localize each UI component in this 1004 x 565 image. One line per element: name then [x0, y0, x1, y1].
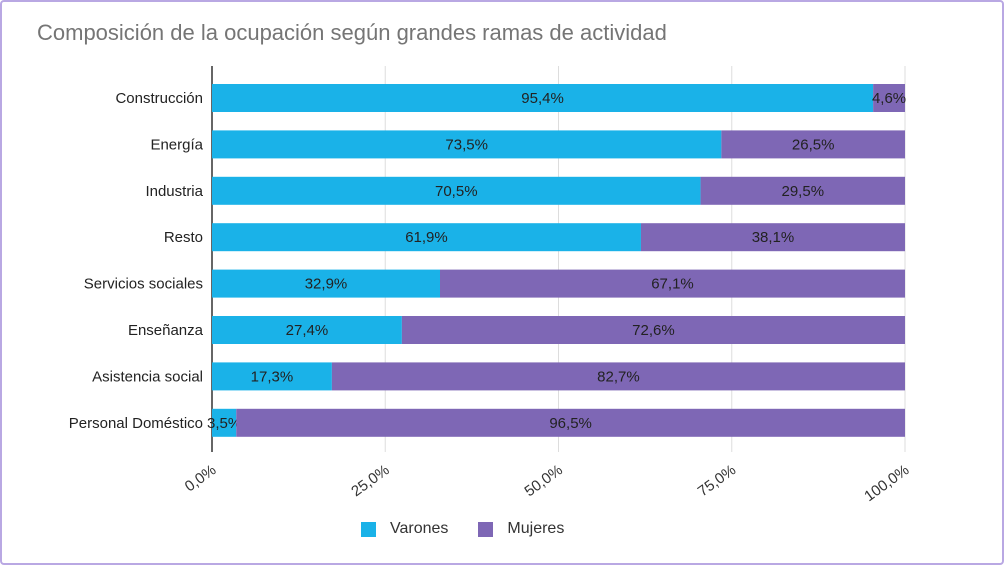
bar-varones	[212, 130, 722, 159]
bar-varones	[212, 316, 402, 344]
category-label: Construcción	[115, 90, 203, 107]
data-label: 17,3%	[251, 368, 294, 385]
data-label: 96,5%	[549, 415, 592, 432]
bar-mujeres	[721, 130, 905, 159]
data-label: 32,9%	[305, 276, 348, 293]
data-label: 95,4%	[521, 90, 564, 107]
bar-mujeres	[873, 84, 905, 112]
category-label: Industria	[145, 183, 203, 200]
data-label: 38,1%	[752, 229, 795, 246]
bar-mujeres	[700, 176, 905, 205]
x-tick-label: 25,0%	[348, 461, 392, 500]
legend-label-varones: Varones	[390, 520, 449, 537]
legend-item-mujeres[interactable]: Mujeres	[478, 520, 564, 538]
x-tick-label: 100,0%	[861, 461, 912, 505]
category-label: Energía	[150, 136, 203, 153]
bar-mujeres	[439, 269, 905, 298]
x-tick-label: 75,0%	[695, 461, 739, 500]
bar-varones	[212, 223, 641, 252]
bar-mujeres	[331, 362, 905, 391]
bar-mujeres	[236, 408, 905, 437]
category-label: Resto	[164, 229, 203, 246]
legend-label-mujeres: Mujeres	[507, 520, 565, 537]
x-tick-label: 50,0%	[521, 461, 565, 500]
data-label: 73,5%	[445, 136, 488, 153]
bar-mujeres	[401, 316, 905, 344]
bar-varones	[212, 362, 332, 391]
legend-item-varones[interactable]: Varones	[361, 520, 448, 538]
bar-varones	[212, 408, 237, 437]
bar-varones	[212, 84, 874, 112]
data-label: 26,5%	[792, 136, 835, 153]
data-label: 4,6%	[872, 90, 906, 107]
data-label: 61,9%	[405, 229, 448, 246]
data-label: 70,5%	[435, 183, 478, 200]
legend-swatch-mujeres	[478, 521, 494, 537]
data-label: 3,5%	[207, 415, 241, 432]
data-label: 72,6%	[632, 322, 675, 339]
data-label: 27,4%	[286, 322, 329, 339]
chart-title: Composición de la ocupación según grande…	[37, 20, 667, 45]
legend: Varones Mujeres	[361, 520, 594, 538]
category-label: Enseñanza	[128, 322, 204, 339]
x-tick-label: 0,0%	[182, 461, 220, 495]
data-label: 67,1%	[651, 276, 694, 293]
category-label: Servicios sociales	[84, 276, 203, 293]
bar-varones	[212, 269, 440, 298]
bar-varones	[212, 176, 701, 205]
legend-swatch-varones	[361, 521, 376, 537]
data-label: 82,7%	[597, 368, 640, 385]
category-label: Asistencia social	[92, 368, 203, 385]
bar-mujeres	[640, 223, 905, 252]
data-label: 29,5%	[782, 183, 825, 200]
category-label: Personal Doméstico	[69, 415, 203, 432]
